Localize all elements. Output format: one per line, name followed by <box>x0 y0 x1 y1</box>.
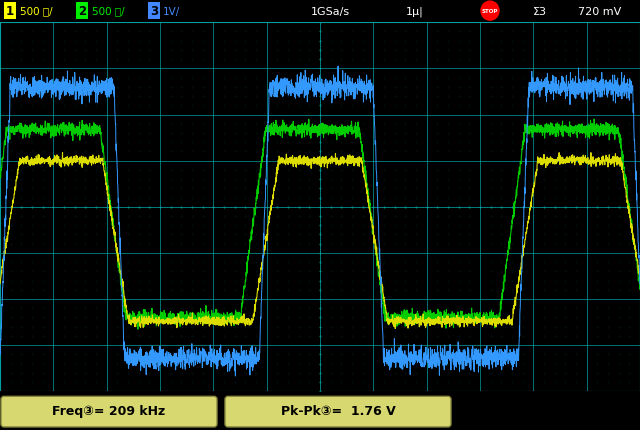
FancyBboxPatch shape <box>225 396 451 427</box>
Text: 720 mV: 720 mV <box>579 6 621 17</box>
Text: 1µ|: 1µ| <box>406 6 424 17</box>
Text: STOP: STOP <box>482 9 498 14</box>
Text: 3: 3 <box>150 5 158 18</box>
Text: 1: 1 <box>6 5 14 18</box>
Text: Σ3: Σ3 <box>533 6 547 17</box>
Text: Pk-Pk③=  1.76 V: Pk-Pk③= 1.76 V <box>280 404 396 417</box>
Text: 500 ㎧/: 500 ㎧/ <box>92 6 125 17</box>
Text: 500 ㎧/: 500 ㎧/ <box>20 6 52 17</box>
Circle shape <box>481 2 499 21</box>
Text: 1V/: 1V/ <box>163 6 180 17</box>
FancyBboxPatch shape <box>1 396 217 427</box>
Text: 1GSa/s: 1GSa/s <box>310 6 349 17</box>
Text: 2: 2 <box>78 5 86 18</box>
Text: Freq③= 209 kHz: Freq③= 209 kHz <box>52 404 166 417</box>
